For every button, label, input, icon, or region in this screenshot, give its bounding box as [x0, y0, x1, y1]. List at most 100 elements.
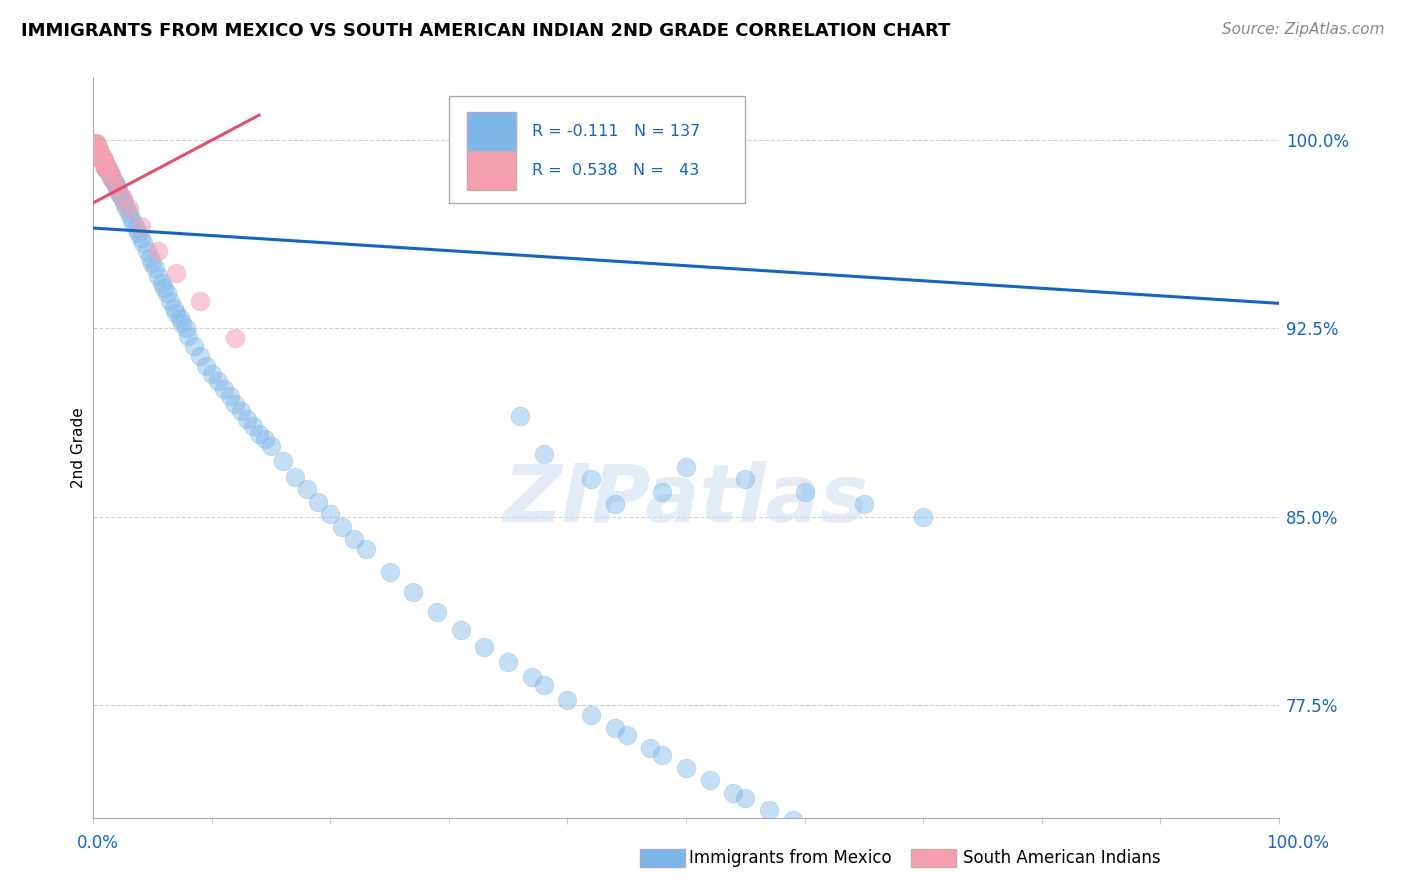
Point	[172, 317, 194, 331]
Point	[330, 520, 353, 534]
Point	[86, 141, 108, 155]
Point	[474, 640, 496, 655]
Point	[165, 266, 187, 280]
Point	[96, 161, 118, 175]
Point	[150, 277, 173, 291]
Point	[354, 542, 377, 557]
Point	[533, 447, 555, 461]
Point	[139, 251, 162, 265]
Point	[83, 136, 105, 150]
Point	[378, 565, 401, 579]
Point	[111, 191, 134, 205]
Point	[212, 382, 235, 396]
Point	[163, 301, 186, 316]
Point	[188, 349, 211, 363]
Text: Immigrants from Mexico: Immigrants from Mexico	[689, 849, 891, 867]
Point	[105, 181, 128, 195]
Point	[111, 194, 134, 208]
Point	[509, 409, 531, 424]
Text: R =  0.538   N =   43: R = 0.538 N = 43	[531, 163, 699, 178]
Point	[94, 161, 117, 175]
Point	[319, 507, 342, 521]
Point	[93, 155, 115, 169]
Point	[876, 856, 898, 871]
Point	[87, 145, 110, 160]
Point	[87, 145, 110, 160]
Point	[247, 426, 270, 441]
Point	[640, 740, 662, 755]
Point	[651, 748, 673, 763]
Point	[84, 138, 107, 153]
Point	[912, 509, 935, 524]
Text: IMMIGRANTS FROM MEXICO VS SOUTH AMERICAN INDIAN 2ND GRADE CORRELATION CHART: IMMIGRANTS FROM MEXICO VS SOUTH AMERICAN…	[21, 22, 950, 40]
Point	[91, 153, 114, 168]
Point	[616, 728, 638, 742]
Point	[782, 814, 804, 828]
Text: South American Indians: South American Indians	[963, 849, 1161, 867]
Point	[723, 786, 745, 800]
Point	[426, 605, 449, 619]
Point	[496, 655, 519, 669]
Point	[90, 151, 112, 165]
Point	[90, 151, 112, 165]
Point	[87, 145, 110, 160]
Point	[450, 623, 472, 637]
Point	[118, 206, 141, 220]
Point	[87, 143, 110, 157]
Point	[830, 833, 852, 847]
Point	[188, 293, 211, 308]
Point	[112, 196, 135, 211]
Point	[107, 183, 129, 197]
Point	[91, 151, 114, 165]
Point	[308, 494, 330, 508]
Point	[734, 472, 756, 486]
Point	[159, 293, 181, 308]
Point	[87, 143, 110, 157]
FancyBboxPatch shape	[467, 112, 516, 151]
Point	[284, 469, 307, 483]
Point	[935, 881, 957, 892]
Point	[94, 155, 117, 169]
Text: Source: ZipAtlas.com: Source: ZipAtlas.com	[1222, 22, 1385, 37]
Point	[83, 136, 105, 150]
Point	[127, 226, 149, 240]
Point	[125, 221, 148, 235]
Point	[100, 169, 122, 183]
Point	[84, 136, 107, 150]
Point	[579, 472, 602, 486]
Point	[115, 201, 138, 215]
Point	[84, 138, 107, 153]
Point	[533, 678, 555, 692]
Point	[94, 158, 117, 172]
Point	[852, 846, 875, 860]
Point	[271, 454, 294, 468]
Point	[218, 389, 240, 403]
Point	[90, 148, 112, 162]
Point	[87, 148, 110, 162]
Point	[94, 155, 117, 169]
Point	[734, 790, 756, 805]
Point	[103, 176, 125, 190]
Point	[87, 148, 110, 162]
Text: 100.0%: 100.0%	[1265, 834, 1329, 852]
Point	[89, 151, 111, 165]
Point	[520, 670, 543, 684]
Point	[93, 153, 115, 168]
Point	[86, 138, 108, 153]
Point	[86, 143, 108, 157]
Point	[105, 181, 128, 195]
Point	[104, 178, 127, 193]
Point	[122, 216, 145, 230]
Point	[86, 143, 108, 157]
Text: 0.0%: 0.0%	[77, 834, 120, 852]
Point	[141, 256, 163, 270]
Point	[103, 173, 125, 187]
Point	[120, 211, 142, 225]
Point	[135, 244, 157, 258]
Point	[89, 145, 111, 160]
Point	[89, 148, 111, 162]
Point	[224, 331, 246, 345]
Point	[260, 439, 283, 453]
Point	[91, 151, 114, 165]
Point	[143, 261, 166, 276]
